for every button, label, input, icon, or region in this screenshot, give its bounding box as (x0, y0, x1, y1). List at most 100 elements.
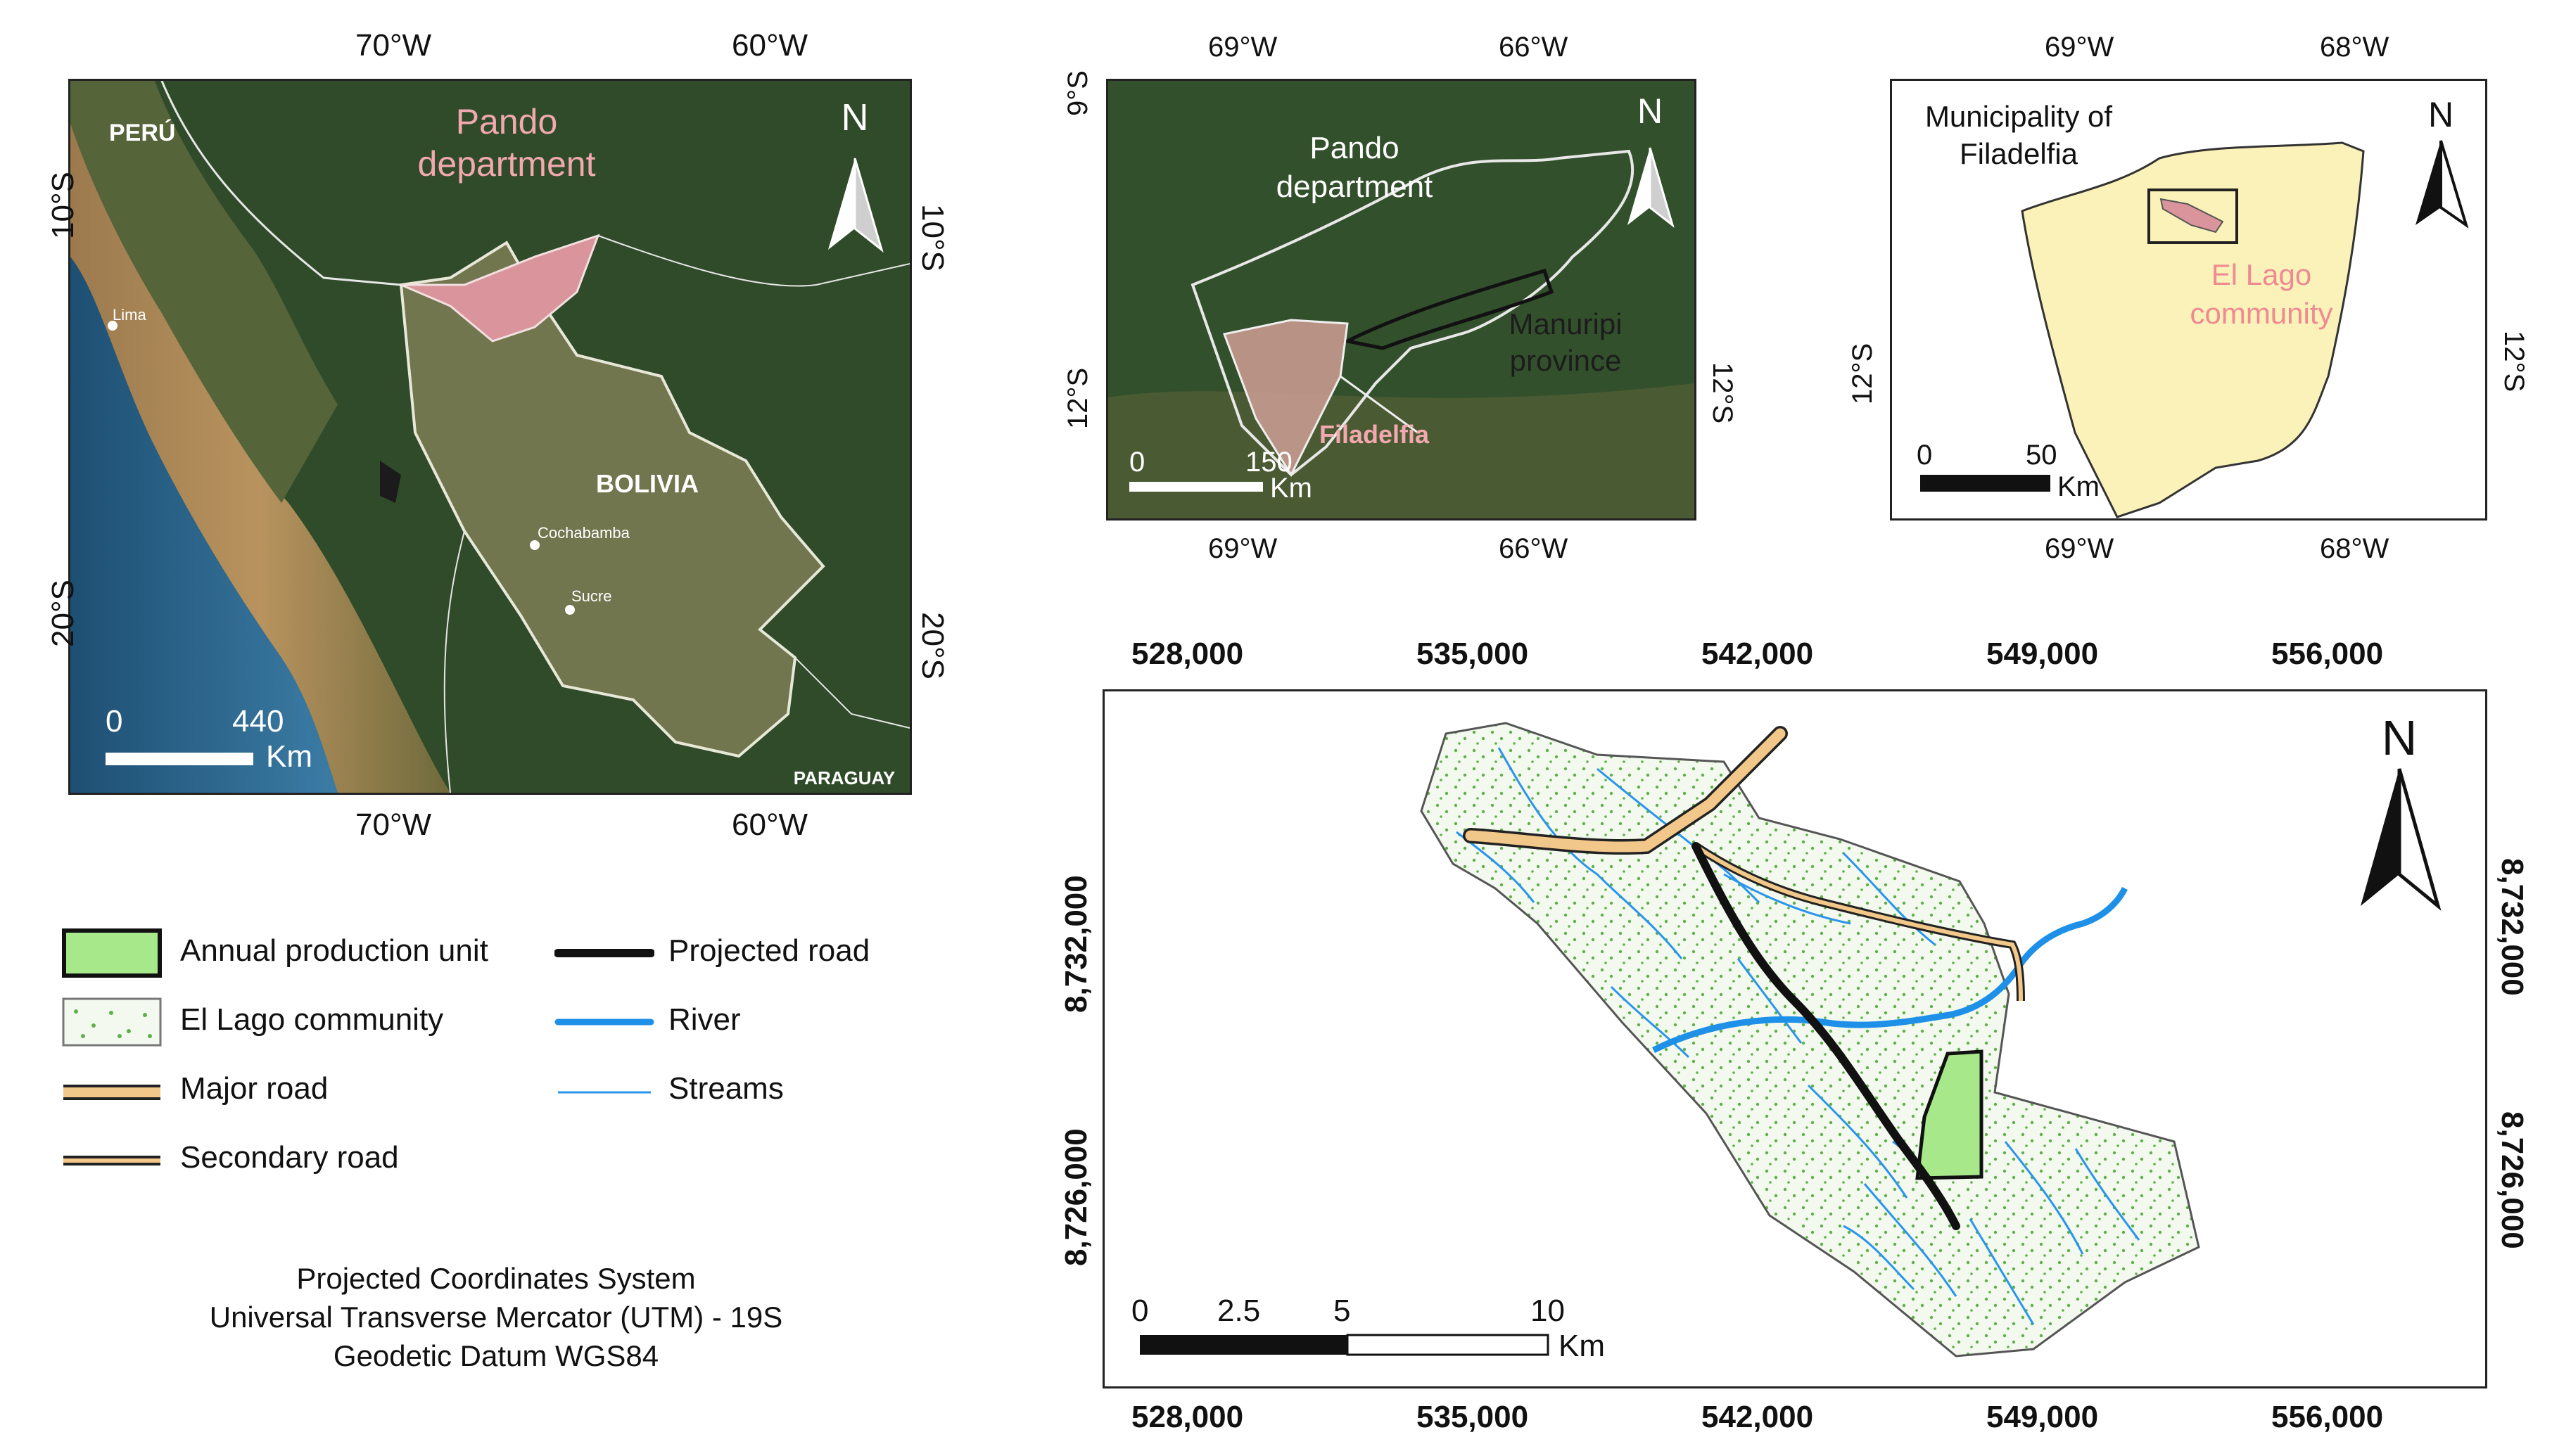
map2-bottom-tick-1: 69°W (1208, 533, 1278, 564)
map2-right-tick-1: 12°S (1707, 362, 1738, 424)
legend-swatch-projected-road (554, 949, 654, 957)
map4-bottom-tick-5: 556,000 (2271, 1400, 2384, 1434)
map1-label-bolivia: BOLIVIA (596, 469, 699, 498)
map1-scale-bar (106, 753, 253, 765)
map1-pando-region (400, 234, 600, 343)
projection-line-2: Universal Transverse Mercator (UTM) - 19… (209, 1301, 783, 1334)
map1-label-paraguay: PARAGUAY (794, 767, 895, 788)
map4-scale-0: 0 (1131, 1294, 1148, 1328)
map4-top-tick-4: 549,000 (1986, 637, 2099, 671)
map4-frame: N 0 2.5 5 10 Km (1103, 689, 2487, 1388)
map2-label-pando-2: department (1276, 170, 1433, 204)
map4-top-tick-2: 535,000 (1416, 637, 1529, 671)
map3-scale-unit: Km (2057, 471, 2100, 502)
map1-lake-titicaca (380, 461, 401, 503)
map1-frame: N 0 440 Km PERÚ Pando department BOLIVIA… (68, 79, 912, 795)
legend-label-major-road: Major road (180, 1071, 329, 1106)
map4-bottom-tick-1: 528,000 (1131, 1400, 1244, 1434)
map1-border-chile (443, 530, 465, 793)
map1-scale-end: 440 (232, 704, 284, 739)
map3-community-box (2147, 189, 2238, 244)
map3-top-tick-2: 68°W (2320, 32, 2389, 63)
projection-note: Projected Coordinates System Universal T… (99, 1259, 894, 1375)
map1-andes (70, 123, 450, 793)
map1-scale-start: 0 (106, 704, 122, 739)
map2-scale-end: 150 (1245, 447, 1293, 478)
map1-border-paraguay (794, 657, 910, 729)
map2-scale-unit: Km (1270, 473, 1312, 504)
map2-left-tick-1: 9°S (1062, 70, 1093, 116)
map4-bottom-tick-2: 535,000 (1416, 1400, 1529, 1434)
map4-scale-white (1346, 1334, 1549, 1356)
map2-scale-bar (1129, 482, 1263, 492)
map4-left-tick-2: 8,726,000 (1059, 1128, 1093, 1266)
map2-label-manuripi-1: Manuripi (1509, 307, 1622, 340)
map1-right-tick-1: 10°S (915, 204, 950, 272)
map4-scale-5: 5 (1333, 1294, 1350, 1328)
map1-right-tick-2: 20°S (915, 612, 950, 679)
map1-label-cochabamba: Cochabamba (538, 524, 630, 542)
map3-label-municipality-1: Municipality of (1925, 100, 2112, 133)
map3-north-arrow-icon (2415, 140, 2469, 229)
map1-label-lima: Lima (113, 306, 146, 324)
map4-secondary-road-fill (1694, 844, 2023, 1002)
map3-map: N 0 50 Km Municipality of Filadelfia El … (1917, 95, 2469, 518)
map1-bottom-tick-1: 70°W (355, 807, 432, 842)
legend: Annual production unit El Lago community… (62, 918, 941, 1199)
map2-left-tick-2: 12°S (1062, 367, 1093, 429)
map1-scale-unit: Km (266, 739, 312, 774)
map4-right-tick-2: 8,726,000 (2495, 1111, 2529, 1249)
map4-projected-road (1691, 842, 1960, 1230)
map4-scale-unit: Km (1559, 1329, 1605, 1363)
map2-label-manuripi-2: province (1510, 344, 1622, 377)
legend-swatch-apu (62, 928, 162, 978)
map3-top-tick-1: 69°W (2045, 32, 2114, 63)
map4-north-arrow-icon (2361, 768, 2442, 911)
map1-label-pando-2: department (418, 144, 596, 184)
map4-community (1420, 722, 2200, 1358)
legend-label-community: El Lago community (180, 1002, 444, 1037)
legend-swatch-community (62, 997, 162, 1047)
map4-scale-2-5: 2.5 (1217, 1294, 1260, 1328)
projection-line-1: Projected Coordinates System (296, 1262, 696, 1295)
map1-city-lima (108, 321, 118, 331)
map2-label-pando-1: Pando (1309, 131, 1399, 165)
legend-swatch-streams (558, 1091, 651, 1094)
map4-left-tick-1: 8,732,000 (1059, 875, 1093, 1013)
map1-label-pando-1: Pando (456, 102, 558, 141)
map3-bottom-tick-2: 68°W (2320, 533, 2389, 564)
map3-right-tick-1: 12°S (2499, 331, 2529, 392)
map4-bottom-tick-3: 542,000 (1701, 1400, 1814, 1434)
map4-north-label: N (2382, 710, 2418, 765)
map3-north-label: N (2428, 95, 2453, 134)
map2-lowland (1108, 383, 1694, 518)
map2-bottom-tick-2: 66°W (1499, 533, 1568, 564)
legend-swatch-river (554, 1018, 654, 1026)
map3-label-community-1: El Lago (2211, 258, 2311, 291)
legend-label-projected-road: Projected road (668, 933, 870, 968)
map4-top-tick-5: 556,000 (2271, 637, 2384, 671)
map1-north-label: N (842, 96, 869, 139)
map2-satellite: N 0 150 Km Pando department Manuripi pro… (1108, 81, 1694, 518)
map1-border-brazil (597, 235, 910, 287)
map3-scale-end: 50 (2026, 440, 2057, 471)
map2-callout-line (1340, 375, 1418, 434)
map2-north-arrow-icon (1627, 147, 1675, 229)
map3-bottom-tick-1: 69°W (2045, 533, 2114, 564)
map1-border-peru (160, 81, 402, 286)
legend-swatch-major-road (63, 1085, 160, 1100)
legend-label-secondary-road: Secondary road (180, 1140, 399, 1175)
map2-frame: N 0 150 Km Pando department Manuripi pro… (1106, 79, 1696, 521)
legend-label-apu: Annual production unit (180, 933, 488, 968)
map3-label-community-2: community (2190, 297, 2332, 330)
map2-top-tick-1: 69°W (1208, 32, 1278, 63)
map4-scale-10: 10 (1530, 1294, 1565, 1328)
map1-city-cochabamba (530, 540, 540, 550)
map4-major-road-fill (1465, 728, 1786, 852)
map2-top-tick-2: 66°W (1499, 32, 1568, 63)
map1-bottom-tick-2: 60°W (732, 807, 808, 842)
map2-pando-outline (1191, 149, 1634, 477)
map3-frame: N 0 50 Km Municipality of Filadelfia El … (1890, 79, 2487, 521)
map4-scale-black (1140, 1335, 1347, 1355)
legend-swatch-secondary-road (63, 1156, 160, 1166)
